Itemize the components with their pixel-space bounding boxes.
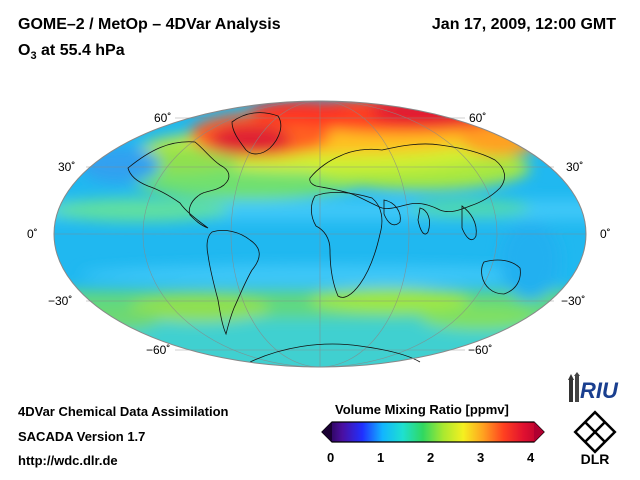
colorbar-overflow-arrow xyxy=(534,422,544,442)
riu-logo-text: RIU xyxy=(580,378,619,403)
colorbar-gradient xyxy=(321,421,545,443)
riu-logo-spire-left xyxy=(568,374,574,380)
coastlines xyxy=(127,112,521,363)
greenland-coast xyxy=(231,112,282,155)
map-datetime: Jan 17, 2009, 12:00 GMT xyxy=(431,16,616,33)
footer-url: http://wdc.dlr.de xyxy=(18,453,118,468)
antarctica-coast xyxy=(249,343,421,363)
lat-label-30n-left: 30˚ xyxy=(58,160,76,174)
dlr-logo: DLR xyxy=(573,410,617,467)
riu-logo-tower-right xyxy=(575,376,579,402)
colorbar-tick-2: 2 xyxy=(427,450,435,465)
pressure-level: at 55.4 hPa xyxy=(36,42,125,59)
colorbar-underflow-arrow xyxy=(322,422,332,442)
lat-label-30s-right: −30˚ xyxy=(561,294,586,308)
footer-version: SACADA Version 1.7 xyxy=(18,429,146,444)
colorbar-title: Volume Mixing Ratio [ppmv] xyxy=(335,402,509,417)
north-america-coast xyxy=(127,141,230,229)
map-title: GOME–2 / MetOp – 4DVar Analysis xyxy=(18,16,281,33)
riu-logo-spire-right xyxy=(574,372,580,376)
south-america-coast xyxy=(206,230,260,336)
africa-coast xyxy=(310,192,383,298)
footer-assimilation: 4DVar Chemical Data Assimilation xyxy=(18,404,229,419)
colorbar xyxy=(321,421,545,443)
lat-label-30s-left: −30˚ xyxy=(48,294,73,308)
colorbar-tick-4: 4 xyxy=(527,450,535,465)
riu-logo-tower-left xyxy=(569,380,573,402)
dlr-logo-mark xyxy=(573,410,617,454)
lat-label-60s-left: −60˚ xyxy=(146,343,171,357)
species-name: O xyxy=(18,42,31,59)
species-subscript: 3 xyxy=(30,50,37,63)
colorbar-tick-3: 3 xyxy=(477,450,485,465)
species-level-label: O3 at 55.4 hPa xyxy=(18,42,125,62)
colorbar-tick-1: 1 xyxy=(377,450,385,465)
india-coast xyxy=(417,207,430,235)
colorbar-tick-0: 0 xyxy=(327,450,335,465)
lat-label-60n-left: 60˚ xyxy=(154,111,172,125)
lat-label-0-left: 0˚ xyxy=(27,227,38,241)
europe-asia-coast xyxy=(309,143,505,213)
dlr-logo-text: DLR xyxy=(581,451,610,467)
map-outline xyxy=(53,100,587,368)
lat-label-30n-right: 30˚ xyxy=(566,160,584,174)
arabia-coast xyxy=(383,199,401,226)
southeast-asia-coast xyxy=(461,205,477,241)
australia-coast xyxy=(481,259,521,295)
lat-label-60n-right: 60˚ xyxy=(469,111,487,125)
lat-label-0-right: 0˚ xyxy=(600,227,611,241)
lat-label-60s-right: −60˚ xyxy=(468,343,493,357)
riu-logo: RIU xyxy=(568,372,619,403)
